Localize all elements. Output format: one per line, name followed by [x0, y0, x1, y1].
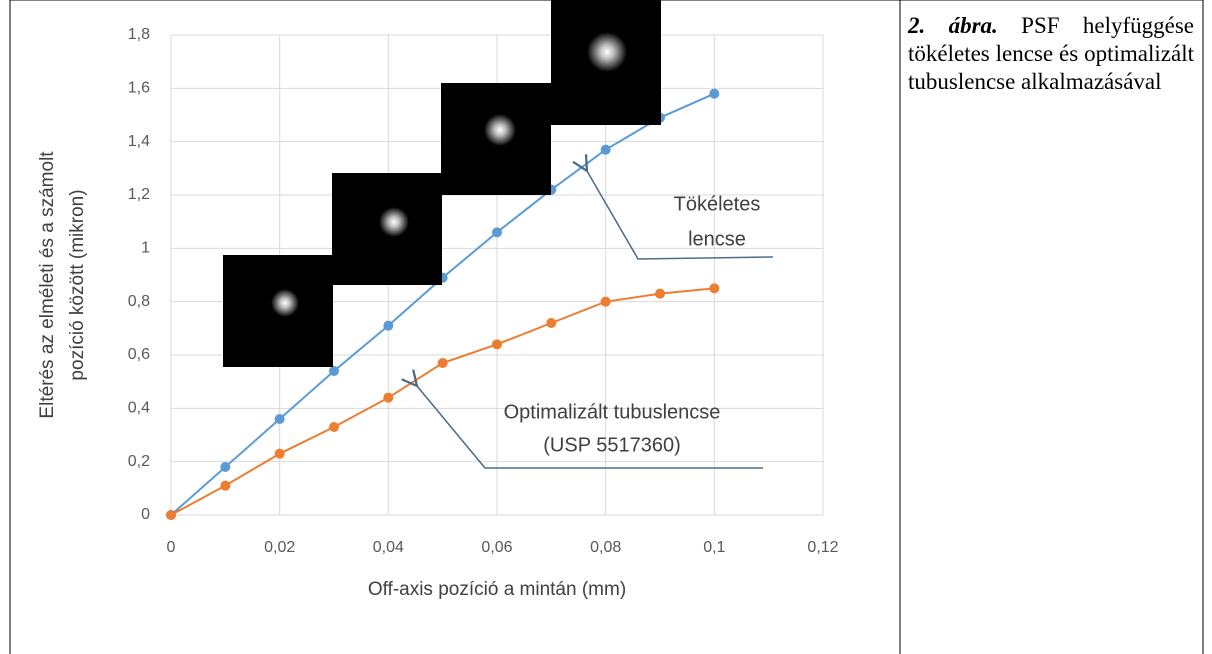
data-point — [655, 289, 665, 299]
data-point — [329, 422, 339, 432]
y-tick-label: 0,2 — [128, 453, 150, 470]
data-point — [220, 481, 230, 491]
data-point — [220, 462, 230, 472]
annotation: Optimalizált tubuslencse — [504, 401, 721, 423]
data-point — [601, 145, 611, 155]
data-point — [492, 339, 502, 349]
y-tick-label: 0 — [141, 506, 150, 523]
y-tick-label: 1 — [141, 240, 150, 257]
data-point — [166, 510, 176, 520]
psf-spot — [587, 32, 627, 72]
y-tick-label: 0,8 — [128, 293, 150, 310]
data-point — [601, 297, 611, 307]
x-tick-label: 0,12 — [807, 539, 838, 556]
data-point — [492, 227, 502, 237]
caption-label: 2. ábra. — [908, 13, 998, 38]
x-tick-label: 0,08 — [590, 539, 621, 556]
y-tick-label: 1,8 — [128, 26, 150, 43]
psf-spot — [379, 207, 409, 237]
data-point — [275, 449, 285, 459]
x-axis-title: Off-axis pozíció a mintán (mm) — [368, 579, 626, 600]
annotation: (USP 5517360) — [543, 434, 681, 456]
y-tick-label: 0,6 — [128, 346, 150, 363]
y-axis-title: Eltérés az elméleti és a számolt — [37, 151, 58, 419]
data-point — [383, 393, 393, 403]
y-axis-title: pozíció között (mikron) — [67, 189, 88, 380]
data-point — [383, 321, 393, 331]
x-tick-label: 0,02 — [264, 539, 295, 556]
x-tick-label: 0,06 — [481, 539, 512, 556]
data-point — [275, 414, 285, 424]
psf-spot — [484, 114, 516, 146]
y-tick-label: 1,2 — [128, 186, 150, 203]
page: {"chart_data": {"type": "line", "x": [0,… — [0, 0, 1212, 654]
data-point — [546, 318, 556, 328]
caption: 2. ábra. PSF helyfüggése tökéletes lencs… — [908, 12, 1194, 96]
data-point — [329, 366, 339, 376]
annotation: lencse — [688, 228, 746, 250]
data-point — [438, 358, 448, 368]
y-tick-label: 1,6 — [128, 80, 150, 97]
x-tick-label: 0 — [167, 539, 176, 556]
psf-spot — [271, 289, 299, 317]
x-tick-label: 0,04 — [373, 539, 404, 556]
data-point — [709, 89, 719, 99]
annotation: Tökéletes — [674, 193, 761, 215]
chart: 0 0,2 0,4 0,6 0,8 1 1,2 1,4 1,6 1,8 0 0,02 0,04 0,06 0… — [0, 0, 1212, 654]
y-tick-label: 0,4 — [128, 400, 150, 417]
y-tick-label: 1,4 — [128, 133, 150, 150]
data-point — [709, 283, 719, 293]
x-tick-label: 0,1 — [703, 539, 725, 556]
